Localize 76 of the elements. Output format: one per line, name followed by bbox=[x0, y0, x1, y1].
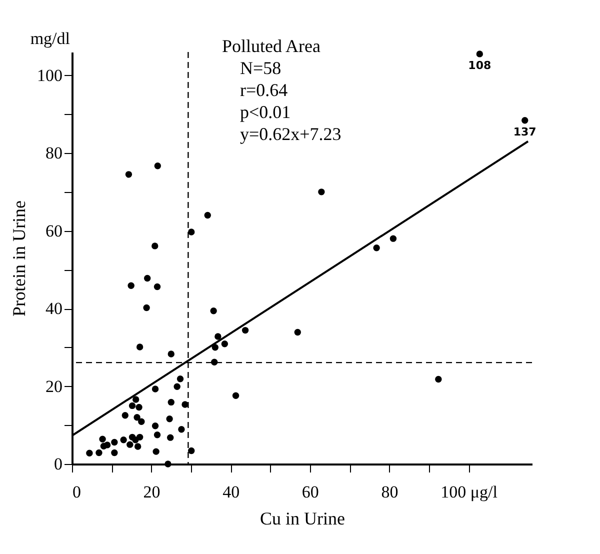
y-tick-label: 0 bbox=[54, 454, 62, 474]
point bbox=[126, 441, 134, 448]
annotation: 108 bbox=[468, 58, 492, 72]
point bbox=[134, 443, 142, 450]
point bbox=[166, 416, 173, 422]
point bbox=[212, 344, 219, 351]
point bbox=[211, 358, 218, 366]
point bbox=[174, 383, 180, 390]
point bbox=[86, 450, 93, 456]
annotation: Polluted Area bbox=[222, 36, 320, 56]
x-tick-label: 80 bbox=[381, 482, 398, 502]
point bbox=[232, 392, 240, 399]
point bbox=[136, 344, 144, 350]
point bbox=[188, 228, 195, 236]
point bbox=[125, 171, 132, 178]
x-tick-label: 40 bbox=[222, 482, 240, 502]
point bbox=[100, 442, 108, 450]
point bbox=[154, 162, 162, 170]
point bbox=[178, 426, 185, 433]
point bbox=[152, 422, 159, 430]
point bbox=[318, 188, 325, 196]
point bbox=[294, 328, 301, 336]
x-tick-label: 20 bbox=[143, 482, 160, 502]
point bbox=[144, 274, 151, 282]
point bbox=[210, 308, 217, 314]
annotation: y=0.62x+7.23 bbox=[240, 124, 342, 144]
point bbox=[128, 282, 134, 289]
point bbox=[242, 326, 249, 334]
point bbox=[136, 404, 142, 411]
point bbox=[435, 376, 442, 383]
point bbox=[221, 340, 228, 348]
point bbox=[176, 376, 184, 382]
point bbox=[154, 283, 161, 290]
point bbox=[99, 436, 106, 442]
point bbox=[128, 402, 136, 410]
point bbox=[390, 235, 397, 242]
point bbox=[168, 398, 174, 406]
annotation: N=58 bbox=[240, 58, 282, 78]
point bbox=[166, 434, 174, 441]
point bbox=[476, 50, 484, 58]
point bbox=[122, 412, 128, 419]
point bbox=[132, 436, 139, 444]
point bbox=[164, 460, 172, 468]
y-tick-label: 100 bbox=[37, 66, 62, 85]
point bbox=[134, 414, 140, 421]
y-tick-label: 80 bbox=[46, 144, 62, 163]
point bbox=[154, 432, 161, 438]
y-tick-label: 40 bbox=[46, 299, 62, 318]
point bbox=[143, 304, 150, 312]
point bbox=[373, 244, 380, 252]
point bbox=[182, 401, 188, 408]
point bbox=[96, 449, 102, 456]
point bbox=[204, 212, 211, 219]
annotation: r=0.64 bbox=[240, 80, 288, 100]
point bbox=[111, 438, 118, 446]
point bbox=[522, 117, 528, 124]
annotation: 137 bbox=[513, 125, 536, 138]
x-tick-label: 60 bbox=[302, 482, 319, 502]
y-tick-label: 60 bbox=[46, 221, 62, 240]
x-axis-title: Cu in Urine bbox=[260, 508, 345, 528]
x-tick-label: 0 bbox=[72, 482, 81, 502]
annotation: p<0.01 bbox=[240, 102, 291, 122]
point bbox=[152, 386, 159, 392]
point bbox=[138, 418, 145, 425]
point bbox=[214, 333, 222, 340]
point bbox=[188, 447, 195, 454]
point bbox=[120, 436, 127, 444]
point bbox=[111, 449, 118, 456]
point bbox=[168, 350, 174, 358]
point bbox=[132, 396, 140, 403]
point bbox=[152, 242, 158, 250]
x-tick-label: 100 μg/l bbox=[440, 482, 498, 502]
y-tick-label: 20 bbox=[46, 376, 62, 396]
text: mg/dl bbox=[30, 29, 70, 48]
y-axis-title: Protein in Urine bbox=[9, 200, 29, 316]
point bbox=[152, 448, 160, 455]
